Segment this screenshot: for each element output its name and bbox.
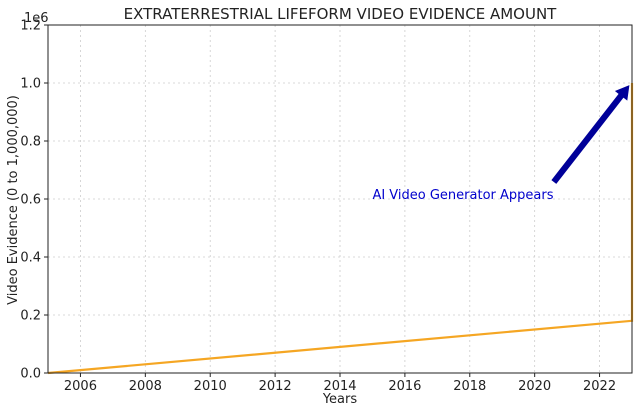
annotation-text: AI Video Generator Appears (372, 188, 553, 203)
y-tick-label: 1.0 (20, 77, 41, 92)
x-tick-label: 2008 (129, 379, 162, 394)
x-tick-label: 2016 (388, 379, 421, 394)
x-axis-title: Years (322, 392, 358, 407)
x-tick-label: 2022 (583, 379, 616, 394)
x-tick-label: 2012 (259, 379, 292, 394)
chart-title: EXTRATERRESTRIAL LIFEFORM VIDEO EVIDENCE… (124, 5, 558, 23)
x-tick-label: 2006 (64, 379, 97, 394)
y-tick-label: 0.8 (20, 135, 41, 150)
y-tick-label: 0.0 (20, 367, 41, 382)
x-tick-label: 2018 (453, 379, 486, 394)
x-tick-label: 2014 (323, 379, 356, 394)
y-tick-label: 1.2 (20, 19, 41, 34)
y-tick-label: 0.6 (20, 193, 41, 208)
x-axis: 2006 2008 2010 2012 2014 2016 2018 2020 2022 (64, 373, 616, 394)
y-offset-label: 1e6 (24, 11, 49, 26)
annotation-arrow (551, 85, 630, 184)
x-tick-label: 2010 (194, 379, 227, 394)
y-axis: 0.0 0.2 0.4 0.6 0.8 1.0 1.2 (20, 19, 48, 382)
y-axis-title: Video Evidence (0 to 1,000,000) (6, 95, 21, 305)
y-tick-label: 0.2 (20, 309, 41, 324)
y-tick-label: 0.4 (20, 251, 41, 266)
x-tick-label: 2020 (518, 379, 551, 394)
annotation: AI Video Generator Appears (372, 85, 630, 203)
